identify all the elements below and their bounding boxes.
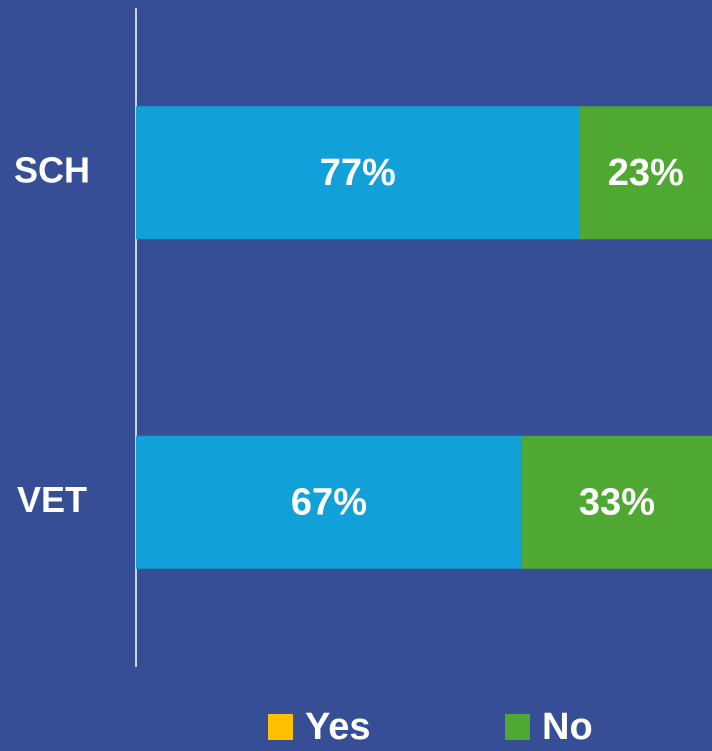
- data-label: 33%: [579, 481, 655, 523]
- bar-segment: [136, 106, 580, 240]
- bar-segment: [136, 435, 522, 569]
- data-label: 67%: [291, 481, 367, 523]
- legend-swatch: [505, 714, 530, 740]
- y-tick-label: VET: [17, 479, 87, 520]
- y-tick-label: SCH: [14, 149, 90, 190]
- data-label: 77%: [320, 152, 396, 194]
- legend-label: No: [542, 706, 593, 748]
- bar-segment: [521, 435, 712, 569]
- legend-label: Yes: [305, 706, 371, 748]
- legend-swatch: [268, 714, 293, 740]
- bar-segment: [579, 106, 712, 240]
- data-label: 23%: [608, 152, 684, 194]
